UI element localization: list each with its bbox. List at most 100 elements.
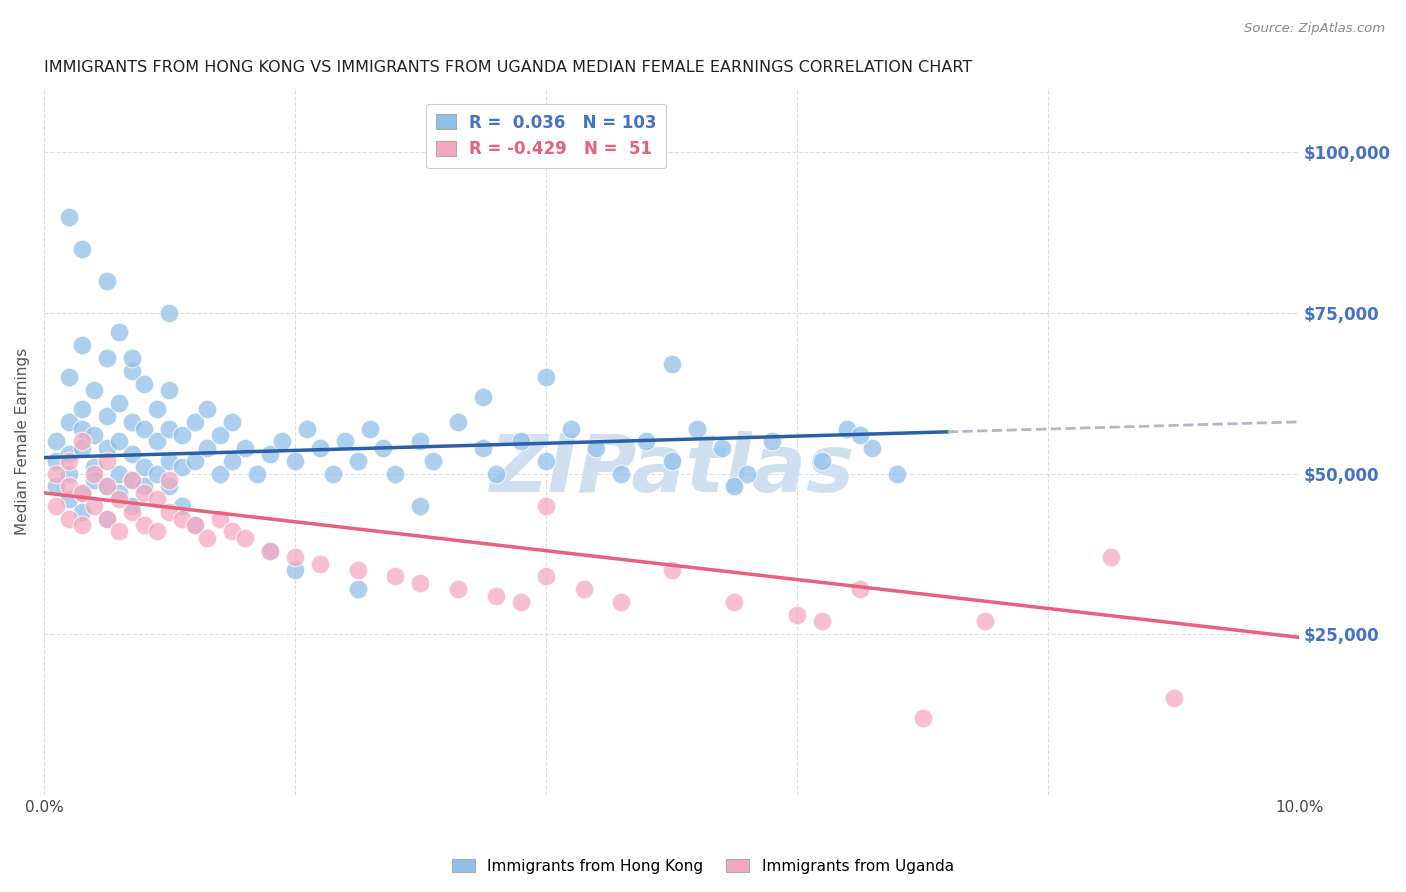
Point — [259, 543, 281, 558]
Point — [284, 454, 307, 468]
Point — [837, 422, 859, 436]
Point — [974, 615, 997, 629]
Point — [134, 460, 156, 475]
Point — [371, 441, 394, 455]
Point — [409, 575, 432, 590]
Point — [96, 479, 118, 493]
Point — [58, 447, 80, 461]
Point — [157, 422, 180, 436]
Point — [309, 557, 332, 571]
Point — [108, 396, 131, 410]
Point — [811, 615, 834, 629]
Point — [170, 499, 193, 513]
Point — [509, 434, 531, 449]
Point — [221, 454, 243, 468]
Point — [534, 499, 557, 513]
Point — [485, 589, 508, 603]
Text: IMMIGRANTS FROM HONG KONG VS IMMIGRANTS FROM UGANDA MEDIAN FEMALE EARNINGS CORRE: IMMIGRANTS FROM HONG KONG VS IMMIGRANTS … — [44, 60, 972, 75]
Point — [723, 479, 745, 493]
Point — [121, 505, 143, 519]
Point — [723, 595, 745, 609]
Point — [447, 415, 470, 429]
Point — [83, 428, 105, 442]
Point — [134, 376, 156, 391]
Point — [183, 454, 205, 468]
Point — [849, 428, 872, 442]
Point — [121, 415, 143, 429]
Legend: R =  0.036   N = 103, R = -0.429   N =  51: R = 0.036 N = 103, R = -0.429 N = 51 — [426, 103, 666, 168]
Point — [509, 595, 531, 609]
Point — [45, 434, 67, 449]
Point — [170, 460, 193, 475]
Point — [134, 518, 156, 533]
Point — [233, 531, 256, 545]
Y-axis label: Median Female Earnings: Median Female Earnings — [15, 348, 30, 535]
Point — [284, 550, 307, 565]
Point — [83, 383, 105, 397]
Point — [70, 242, 93, 256]
Point — [45, 479, 67, 493]
Point — [83, 499, 105, 513]
Point — [70, 338, 93, 352]
Point — [70, 402, 93, 417]
Point — [610, 467, 633, 481]
Point — [83, 460, 105, 475]
Point — [346, 582, 368, 597]
Point — [134, 422, 156, 436]
Point — [195, 531, 218, 545]
Point — [761, 434, 783, 449]
Point — [409, 434, 432, 449]
Point — [195, 402, 218, 417]
Point — [121, 351, 143, 365]
Point — [346, 454, 368, 468]
Point — [58, 492, 80, 507]
Point — [146, 524, 169, 539]
Point — [45, 499, 67, 513]
Point — [108, 326, 131, 340]
Point — [359, 422, 381, 436]
Point — [108, 467, 131, 481]
Point — [146, 492, 169, 507]
Point — [96, 479, 118, 493]
Point — [83, 467, 105, 481]
Point — [108, 524, 131, 539]
Point — [70, 441, 93, 455]
Point — [661, 358, 683, 372]
Point — [157, 505, 180, 519]
Text: ZIPatlas: ZIPatlas — [489, 431, 853, 508]
Point — [886, 467, 908, 481]
Point — [108, 492, 131, 507]
Point — [384, 569, 406, 583]
Point — [70, 486, 93, 500]
Point — [221, 524, 243, 539]
Point — [333, 434, 356, 449]
Point — [70, 518, 93, 533]
Text: Source: ZipAtlas.com: Source: ZipAtlas.com — [1244, 22, 1385, 36]
Point — [170, 511, 193, 525]
Point — [208, 428, 231, 442]
Point — [108, 434, 131, 449]
Point — [121, 499, 143, 513]
Point — [259, 543, 281, 558]
Point — [322, 467, 344, 481]
Point — [409, 499, 432, 513]
Point — [96, 511, 118, 525]
Point — [146, 434, 169, 449]
Point — [661, 563, 683, 577]
Point — [585, 441, 607, 455]
Point — [183, 415, 205, 429]
Point — [96, 441, 118, 455]
Point — [195, 441, 218, 455]
Point — [183, 518, 205, 533]
Point — [208, 467, 231, 481]
Point — [58, 415, 80, 429]
Point — [534, 370, 557, 384]
Point — [58, 370, 80, 384]
Point — [246, 467, 269, 481]
Point — [157, 454, 180, 468]
Point — [146, 402, 169, 417]
Point — [233, 441, 256, 455]
Point — [157, 306, 180, 320]
Point — [1099, 550, 1122, 565]
Point — [911, 711, 934, 725]
